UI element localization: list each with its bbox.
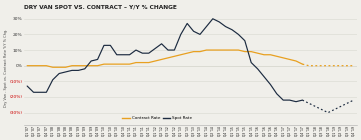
Legend: Contract Rate, Spot Rate: Contract Rate, Spot Rate [121,115,193,122]
Y-axis label: Dry Van - Spot vs. Contract Rate Y/Y % Chg.: Dry Van - Spot vs. Contract Rate Y/Y % C… [4,29,8,107]
Text: DRY VAN SPOT VS. CONTRACT – Y/Y % CHANGE: DRY VAN SPOT VS. CONTRACT – Y/Y % CHANGE [24,4,177,9]
